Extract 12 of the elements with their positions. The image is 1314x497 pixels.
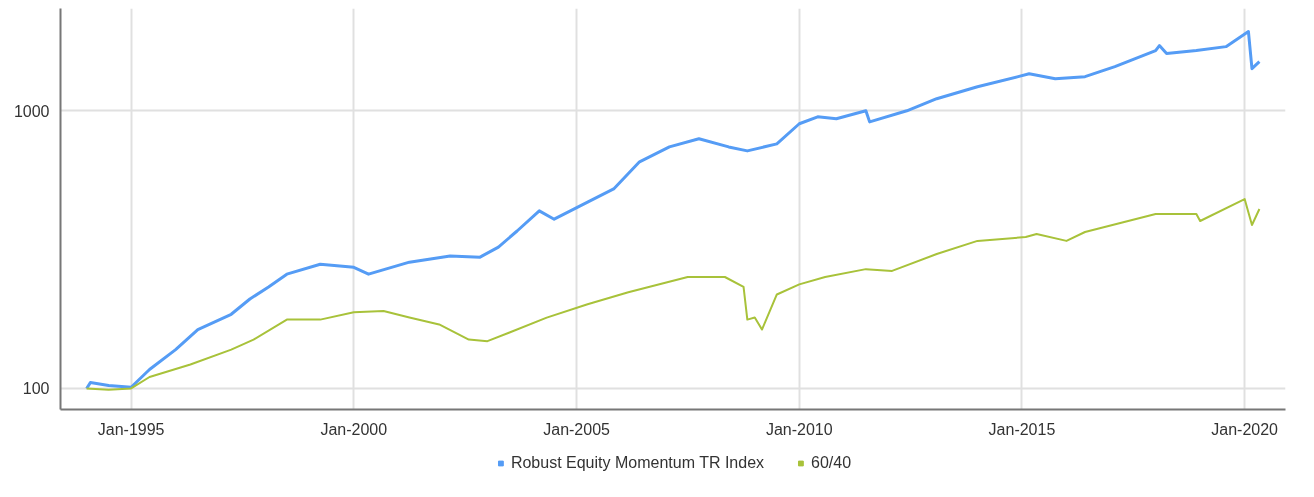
x-tick-label: Jan-2005 bbox=[543, 420, 611, 438]
x-tick-label: Jan-2015 bbox=[988, 420, 1056, 438]
y-tick-label: 1000 bbox=[13, 102, 50, 120]
x-tick-label: Jan-2010 bbox=[765, 420, 833, 438]
x-tick-label: Jan-2020 bbox=[1211, 420, 1279, 438]
x-tick-label: Jan-2000 bbox=[320, 420, 388, 438]
legend-label: 60/40 bbox=[811, 453, 852, 472]
line-series bbox=[85, 198, 1261, 391]
legend-label: Robust Equity Momentum TR Index bbox=[510, 453, 765, 472]
line-series bbox=[85, 30, 1261, 390]
y-tick-label: 100 bbox=[22, 380, 50, 398]
x-tick-label: Jan-1995 bbox=[97, 420, 165, 438]
